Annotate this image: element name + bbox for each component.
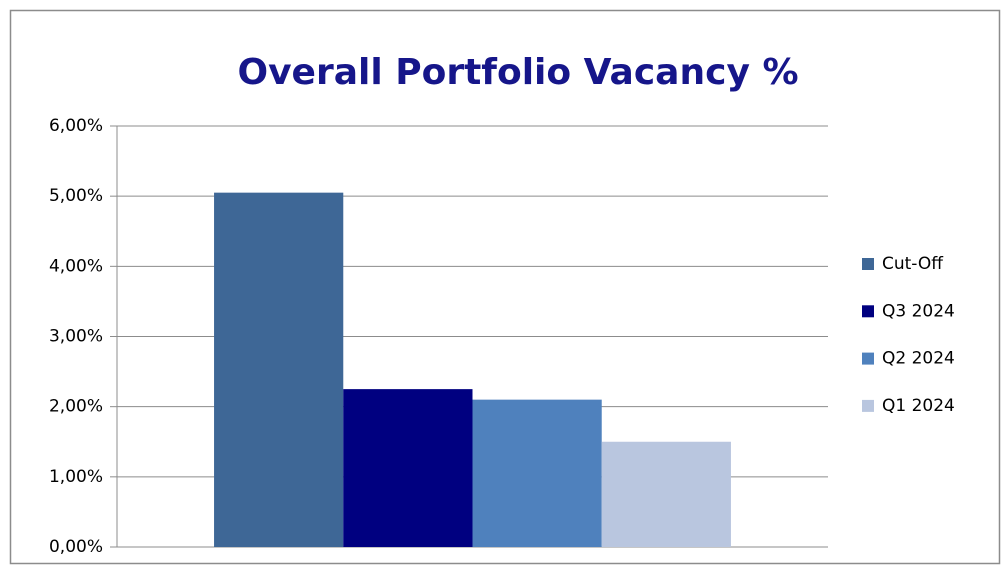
bar: [472, 399, 602, 547]
y-tick-label: 2,00%: [49, 397, 103, 417]
y-tick-label: 6,00%: [49, 116, 103, 136]
legend-label: Q1 2024: [882, 396, 955, 416]
bar: [343, 389, 473, 547]
legend-label: Q3 2024: [882, 301, 955, 321]
y-tick-label: 5,00%: [49, 186, 103, 206]
legend-swatch: [862, 258, 874, 270]
y-tick-label: 3,00%: [49, 327, 103, 347]
y-tick-label: 4,00%: [49, 256, 103, 276]
legend-swatch: [862, 352, 874, 365]
y-tick-label: 0,00%: [49, 537, 103, 557]
legend-label: Cut-Off: [882, 254, 944, 274]
y-tick-label: 1,00%: [49, 467, 103, 487]
chart-title: Overall Portfolio Vacancy %: [237, 52, 798, 93]
legend-label: Q2 2024: [882, 349, 955, 369]
legend-swatch: [862, 399, 874, 412]
bar: [214, 192, 344, 548]
bar: [601, 441, 731, 547]
legend-swatch: [862, 305, 874, 318]
